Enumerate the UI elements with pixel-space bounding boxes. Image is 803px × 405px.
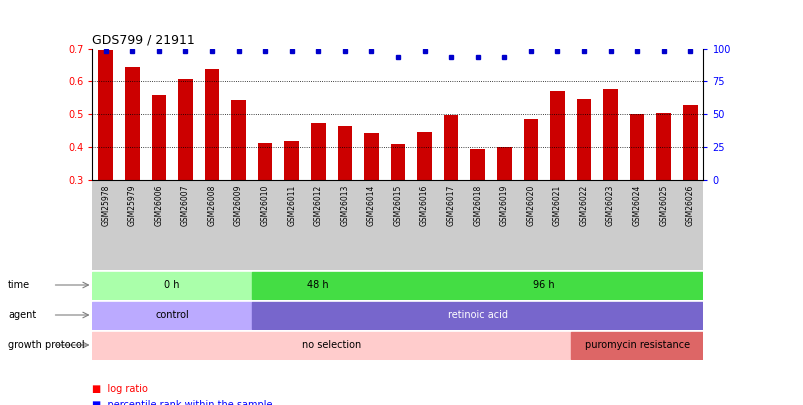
Text: agent: agent <box>8 310 36 320</box>
Bar <box>152 95 166 180</box>
Bar <box>523 119 537 180</box>
Bar <box>570 332 703 358</box>
Bar <box>311 124 325 180</box>
Bar <box>124 67 140 180</box>
Text: GSM26022: GSM26022 <box>579 185 588 226</box>
Text: GSM25978: GSM25978 <box>101 185 110 226</box>
Bar <box>251 301 703 328</box>
Bar <box>682 105 697 180</box>
Bar <box>549 91 564 180</box>
Text: GSM26013: GSM26013 <box>340 185 349 226</box>
Bar <box>258 143 272 180</box>
Text: ■  percentile rank within the sample: ■ percentile rank within the sample <box>92 401 273 405</box>
Bar <box>251 271 384 298</box>
Text: GSM26010: GSM26010 <box>260 185 269 226</box>
Bar <box>337 126 352 180</box>
Text: ■  log ratio: ■ log ratio <box>92 384 148 394</box>
Bar <box>92 332 570 358</box>
Bar <box>417 132 431 180</box>
Text: GSM26016: GSM26016 <box>419 185 429 226</box>
Bar <box>284 141 299 180</box>
Bar <box>98 50 113 180</box>
Bar <box>602 89 617 180</box>
Text: 96 h: 96 h <box>532 280 554 290</box>
Bar <box>655 113 671 180</box>
Text: GSM26009: GSM26009 <box>234 185 243 226</box>
Bar <box>178 79 193 180</box>
Text: no selection: no selection <box>302 340 361 350</box>
Text: growth protocol: growth protocol <box>8 340 84 350</box>
Text: GSM26018: GSM26018 <box>473 185 482 226</box>
Text: GSM26006: GSM26006 <box>154 185 163 226</box>
Text: GSM26020: GSM26020 <box>526 185 535 226</box>
Text: time: time <box>8 280 31 290</box>
Bar <box>443 115 458 180</box>
Text: GSM26011: GSM26011 <box>287 185 296 226</box>
Text: GSM26019: GSM26019 <box>499 185 508 226</box>
Bar <box>576 99 590 180</box>
Bar <box>384 271 703 298</box>
Text: GSM26017: GSM26017 <box>446 185 455 226</box>
Bar <box>92 271 251 298</box>
Bar <box>470 149 484 180</box>
Text: 0 h: 0 h <box>164 280 180 290</box>
Text: control: control <box>155 310 189 320</box>
Text: GSM25979: GSM25979 <box>128 185 137 226</box>
Text: GDS799 / 21911: GDS799 / 21911 <box>92 33 195 46</box>
Bar <box>231 100 246 180</box>
Bar <box>390 144 405 180</box>
Bar <box>496 147 511 180</box>
Text: GSM26008: GSM26008 <box>207 185 216 226</box>
Text: 48 h: 48 h <box>307 280 328 290</box>
Text: GSM26023: GSM26023 <box>605 185 614 226</box>
Bar <box>364 133 378 180</box>
Text: GSM26007: GSM26007 <box>181 185 190 226</box>
Text: GSM26021: GSM26021 <box>552 185 561 226</box>
Text: GSM26015: GSM26015 <box>393 185 402 226</box>
Bar <box>92 301 251 328</box>
Text: GSM26026: GSM26026 <box>685 185 694 226</box>
Text: puromycin resistance: puromycin resistance <box>584 340 689 350</box>
Text: GSM26024: GSM26024 <box>632 185 641 226</box>
Text: GSM26012: GSM26012 <box>313 185 322 226</box>
Text: GSM26025: GSM26025 <box>658 185 667 226</box>
Bar <box>205 69 219 180</box>
Bar <box>629 114 643 180</box>
Text: retinoic acid: retinoic acid <box>447 310 507 320</box>
Text: GSM26014: GSM26014 <box>366 185 376 226</box>
